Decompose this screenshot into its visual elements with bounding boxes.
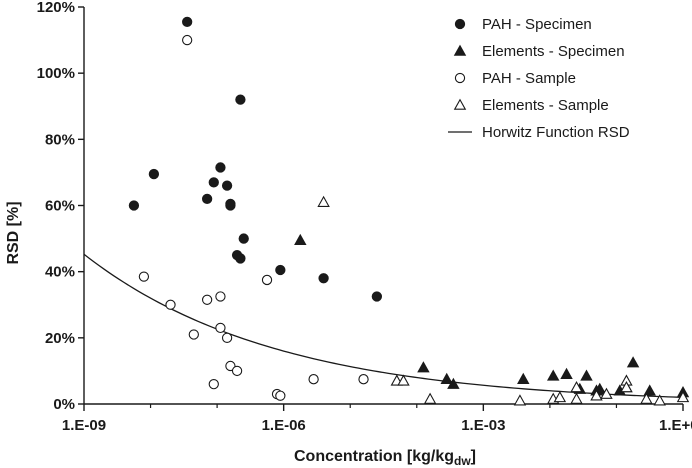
data-point-elements-specimen (560, 367, 573, 380)
axis-ticks: 0% 20% 40% 60% 80% 100% 120% 1.E-09 1.E-06 1.E-03… (37, 0, 692, 434)
data-point-elements-specimen (626, 356, 640, 368)
data-point-elements-sample (620, 381, 633, 393)
data-point-pah-specimen (215, 162, 226, 173)
data-point-pah-specimen (208, 177, 219, 188)
axes (83, 7, 683, 405)
y-tick-label: 0% (53, 396, 75, 413)
data-point-elements-specimen (294, 233, 307, 246)
data-point-pah-specimen (182, 16, 193, 28)
data-point-elements-specimen (643, 384, 656, 396)
data-point-pah-sample (221, 332, 233, 343)
data-point-elements-specimen (580, 369, 593, 381)
data-point-pah-specimen (275, 264, 286, 276)
x-tick-label: 1.E-06 (262, 417, 306, 434)
data-point-pah-specimen (238, 233, 249, 244)
data-point-elements-sample (317, 195, 330, 207)
data-point-pah-specimen (235, 94, 246, 105)
x-tick-label: 1.E-03 (461, 417, 505, 434)
legend-symbol-pah-sample (454, 72, 466, 84)
legend-label-elements-specimen: Elements - Specimen (482, 43, 625, 60)
x-axis-title: Concentration [kg/kgdw] (294, 448, 476, 468)
data-point-pah-specimen (128, 200, 140, 211)
data-point-elements-sample (513, 394, 527, 406)
data-points (128, 16, 690, 406)
legend: PAH - Specimen Elements - Specimen PAH - S… (448, 16, 630, 141)
data-point-pah-sample (215, 322, 226, 334)
y-tick-label: 80% (45, 131, 75, 148)
x-axis-title-close: ] (471, 448, 476, 465)
data-point-elements-sample (653, 394, 666, 406)
legend-label-horwitz-function-rsd: Horwitz Function RSD (482, 124, 630, 141)
data-point-pah-sample (165, 299, 176, 310)
data-point-elements-specimen (546, 369, 560, 381)
y-tick-label: 120% (37, 0, 75, 16)
data-point-elements-specimen (417, 361, 430, 373)
data-point-elements-sample (423, 392, 437, 404)
data-point-elements-sample (590, 389, 603, 401)
data-point-pah-specimen (235, 253, 246, 264)
data-point-pah-sample (231, 365, 243, 377)
data-point-elements-specimen (447, 377, 460, 389)
data-point-elements-sample (676, 390, 690, 403)
data-point-pah-specimen (371, 291, 382, 302)
data-point-elements-sample (600, 387, 613, 399)
y-axis-title: RSD [%] (5, 201, 22, 264)
data-point-pah-specimen (201, 193, 213, 205)
legend-symbol-elements-specimen (453, 44, 467, 56)
data-point-elements-specimen (440, 372, 453, 384)
legend-label-pah-sample: PAH - Sample (482, 70, 576, 87)
data-point-pah-sample (308, 374, 319, 385)
data-point-pah-sample (215, 291, 226, 302)
y-tick-label: 40% (45, 264, 75, 281)
data-point-pah-sample (261, 274, 273, 286)
data-point-pah-sample (182, 34, 193, 46)
data-point-elements-sample (397, 374, 410, 386)
data-point-pah-sample (188, 329, 199, 340)
data-point-pah-sample (208, 378, 219, 390)
data-point-pah-specimen (148, 168, 160, 180)
data-point-elements-sample (570, 392, 583, 404)
data-point-pah-specimen (225, 200, 236, 211)
data-point-pah-sample (275, 390, 286, 401)
data-point-elements-sample (570, 381, 583, 393)
legend-symbol-pah-specimen (454, 18, 466, 30)
data-point-pah-sample (138, 271, 150, 282)
y-tick-label: 100% (37, 65, 75, 82)
x-tick-label: 1.E+00 (659, 417, 692, 434)
data-point-pah-sample (201, 294, 213, 305)
legend-symbol-elements-sample (453, 98, 467, 110)
data-point-pah-specimen (318, 273, 329, 284)
horwitz-curve (83, 253, 684, 399)
x-axis-title-main: Concentration [kg/kg (294, 448, 454, 465)
y-tick-label: 20% (45, 330, 75, 347)
x-tick-label: 1.E-09 (62, 417, 106, 434)
data-point-elements-sample (553, 390, 567, 403)
legend-label-elements-sample: Elements - Sample (482, 97, 609, 114)
data-point-elements-specimen (517, 372, 530, 384)
horwitz-curve-group (83, 253, 684, 399)
data-point-pah-sample (358, 374, 369, 385)
x-axis-title-subscript: dw (454, 454, 471, 468)
y-tick-label: 60% (45, 198, 75, 215)
data-point-pah-specimen (221, 180, 233, 191)
legend-label-pah-specimen: PAH - Specimen (482, 16, 592, 33)
data-point-elements-sample (640, 392, 653, 404)
